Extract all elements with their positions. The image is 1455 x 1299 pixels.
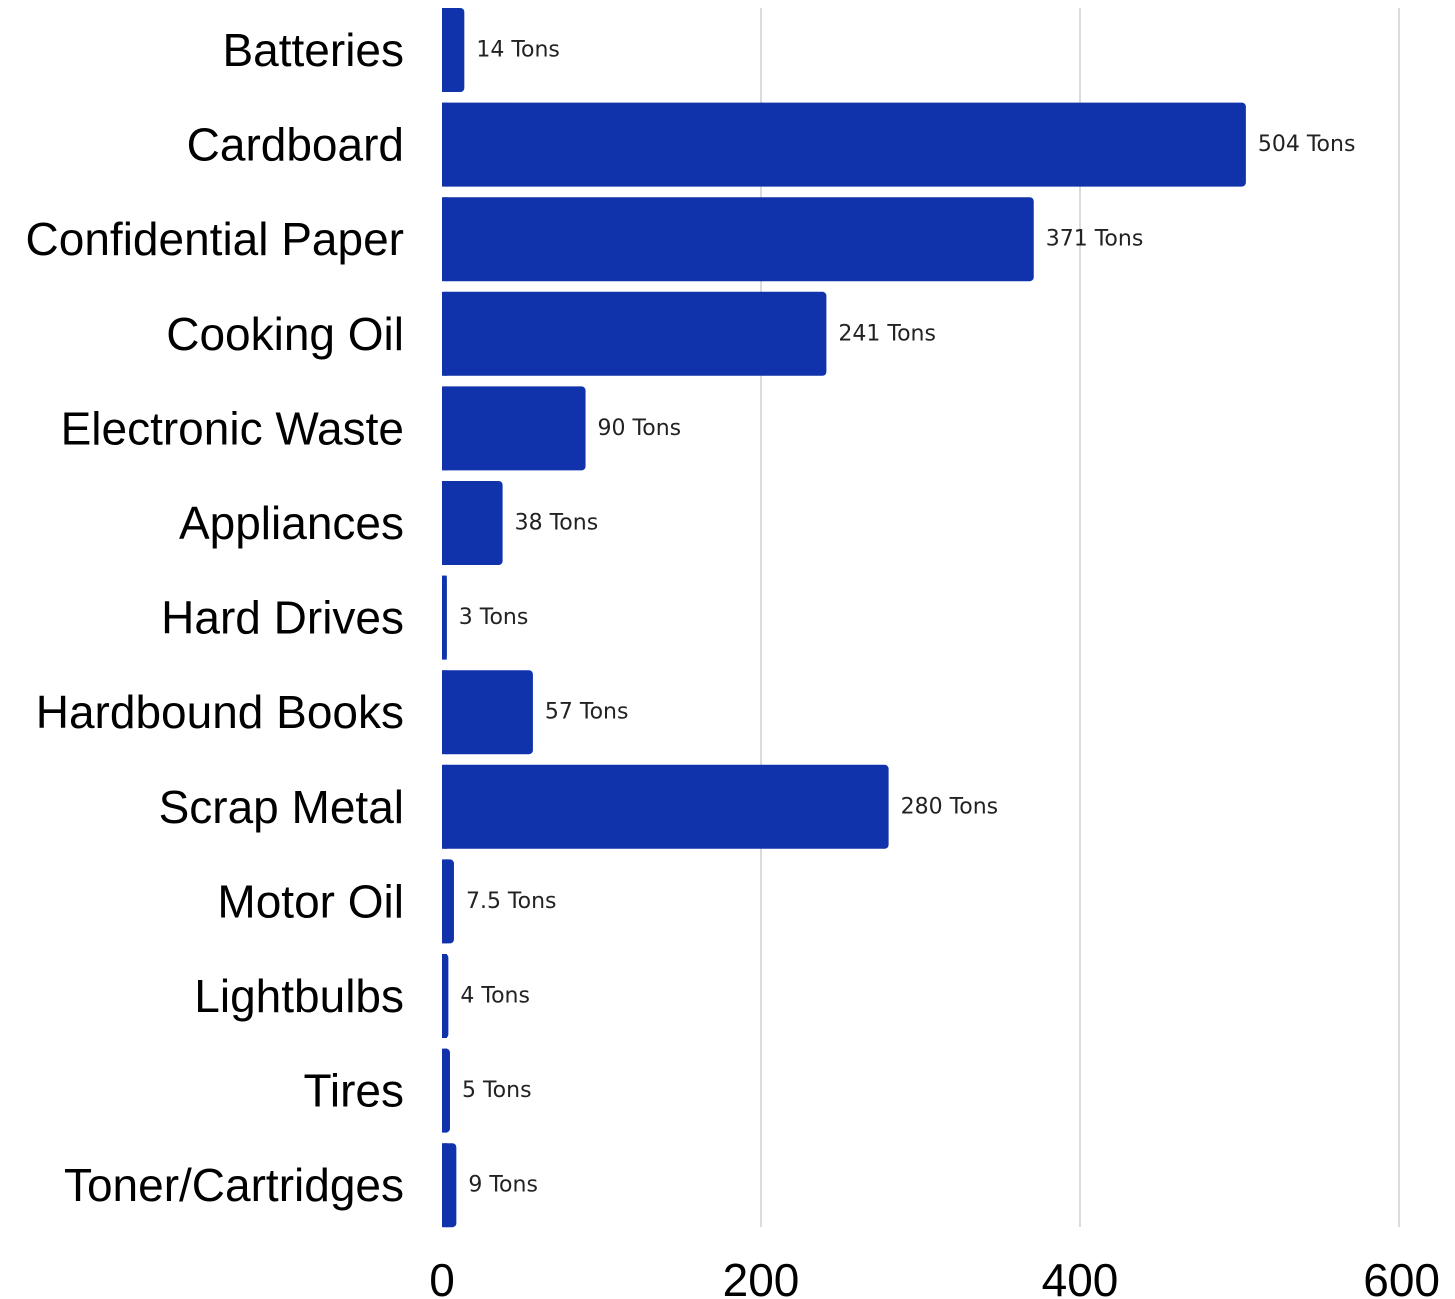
data-labels: 14 Tons 504 Tons 371 Tons 241 Tons 90 Tons 38… bbox=[459, 38, 1356, 1198]
data-label-toner-cartridges: 9 Tons bbox=[468, 1173, 538, 1198]
data-label-appliances: 38 Tons bbox=[515, 511, 599, 536]
data-label-motor-oil: 7.5 Tons bbox=[466, 889, 557, 914]
category-label-cooking-oil: Cooking Oil bbox=[166, 308, 404, 360]
x-tick-label-600: 600 bbox=[1363, 1254, 1440, 1299]
data-label-confidential-paper: 371 Tons bbox=[1046, 227, 1144, 252]
category-label-scrap-metal: Scrap Metal bbox=[159, 781, 404, 833]
category-labels: Batteries Cardboard Confidential Paper Cook… bbox=[26, 24, 404, 1211]
bar-base-confidential-paper bbox=[442, 197, 447, 282]
bar-base-electronic-waste bbox=[442, 386, 447, 471]
data-label-hardbound-books: 57 Tons bbox=[545, 700, 629, 725]
bar-base-tires bbox=[442, 1048, 447, 1133]
bar-batteries bbox=[442, 8, 465, 92]
bar-cooking-oil bbox=[442, 291, 827, 376]
bar-base-cardboard bbox=[442, 102, 447, 187]
bar-base-appliances bbox=[442, 481, 447, 565]
category-label-motor-oil: Motor Oil bbox=[217, 875, 404, 927]
bar-appliances bbox=[442, 481, 503, 565]
bar-hardbound-books bbox=[442, 670, 533, 755]
bars bbox=[442, 8, 1246, 1228]
bar-base-scrap-metal bbox=[442, 764, 447, 849]
category-label-tires: Tires bbox=[303, 1065, 404, 1117]
data-label-electronic-waste: 90 Tons bbox=[598, 416, 682, 441]
gridlines bbox=[760, 8, 1400, 1227]
bar-base-cooking-oil bbox=[442, 291, 447, 376]
category-label-appliances: Appliances bbox=[179, 497, 404, 549]
x-axis-tick-labels: 0 200 400 600 bbox=[429, 1254, 1440, 1299]
category-label-batteries: Batteries bbox=[222, 24, 404, 76]
bar-base-batteries bbox=[442, 8, 447, 92]
x-tick-label-0: 0 bbox=[429, 1254, 455, 1299]
bar-base-motor-oil bbox=[442, 859, 447, 944]
bar-electronic-waste bbox=[442, 386, 586, 471]
bar-base-lightbulbs bbox=[442, 954, 447, 1038]
data-label-lightbulbs: 4 Tons bbox=[460, 984, 530, 1009]
category-label-hard-drives: Hard Drives bbox=[161, 592, 404, 644]
bar-base-hardbound-books bbox=[442, 670, 447, 755]
category-label-hardbound-books: Hardbound Books bbox=[36, 686, 404, 738]
data-label-cardboard: 504 Tons bbox=[1258, 132, 1356, 157]
x-tick-label-200: 200 bbox=[723, 1254, 800, 1299]
category-label-toner-cartridges: Toner/Cartridges bbox=[64, 1159, 404, 1211]
bar-confidential-paper bbox=[442, 197, 1034, 282]
bar-scrap-metal bbox=[442, 764, 889, 849]
bar-base-hard-drives bbox=[442, 575, 447, 660]
category-label-cardboard: Cardboard bbox=[187, 119, 404, 171]
data-label-scrap-metal: 280 Tons bbox=[901, 794, 999, 819]
bar-cardboard bbox=[442, 102, 1246, 187]
category-label-electronic-waste: Electronic Waste bbox=[61, 402, 404, 454]
data-label-cooking-oil: 241 Tons bbox=[838, 321, 936, 346]
category-label-lightbulbs: Lightbulbs bbox=[194, 970, 404, 1022]
x-tick-label-400: 400 bbox=[1042, 1254, 1119, 1299]
category-label-confidential-paper: Confidential Paper bbox=[26, 213, 404, 265]
data-label-batteries: 14 Tons bbox=[476, 38, 560, 63]
bar-base-toner-cartridges bbox=[442, 1143, 447, 1228]
data-label-tires: 5 Tons bbox=[462, 1078, 532, 1103]
data-label-hard-drives: 3 Tons bbox=[459, 605, 529, 630]
